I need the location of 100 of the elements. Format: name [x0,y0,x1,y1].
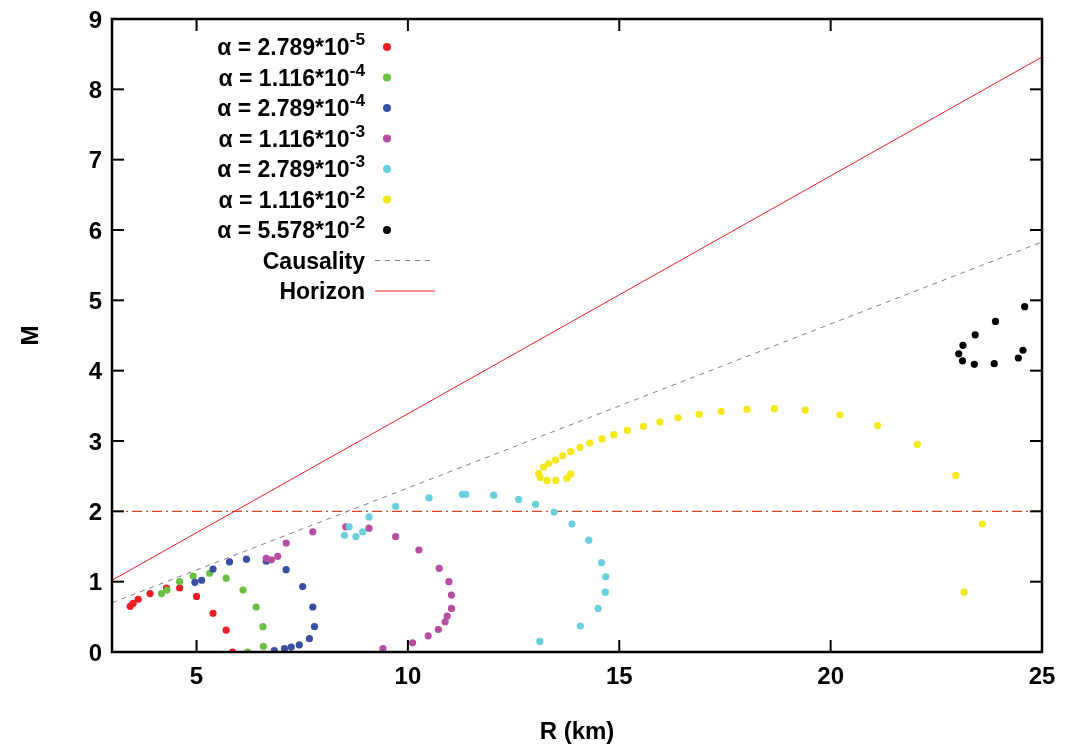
point [586,439,594,447]
point [189,572,197,580]
point [563,474,571,482]
point [445,578,453,586]
point [305,635,314,643]
point [585,536,593,544]
point [717,407,725,416]
point [146,590,154,598]
point [958,357,967,365]
point [441,618,449,626]
legend-label: α = 1.116*10$^{-4}$ [218,59,366,91]
point [576,443,584,451]
y-tick-label: 7 [88,146,102,174]
point [567,470,575,478]
point [531,500,540,508]
point [623,426,631,435]
point [536,637,544,646]
legend-label: α = 5.578*10$^{-2}$ [217,212,365,244]
point [770,405,779,413]
point [534,469,543,477]
point [971,331,979,339]
point [913,440,921,449]
point [434,625,442,634]
point [515,495,523,503]
y-axis-title: M [16,325,43,346]
x-tick-label: 10 [394,662,422,689]
point [392,502,400,511]
point [960,588,968,596]
point [836,411,844,419]
point [310,623,319,631]
point [601,588,609,596]
legend-label: α = 2.789*10$^{-3}$ [217,151,365,183]
y-tick-label: 4 [88,357,103,385]
point [134,595,142,603]
point [408,639,417,647]
x-tick-label: 20 [817,662,844,689]
y-tick-label: 8 [88,75,102,103]
y-tick-label: 9 [88,5,102,33]
point [392,533,400,541]
point [415,546,423,554]
y-tick-label: 6 [88,216,102,244]
x-tick-label: 25 [1028,662,1056,689]
point [209,565,217,573]
point [552,476,560,484]
point [295,641,303,649]
legend-label: Causality [262,247,366,274]
point [282,539,290,547]
legend-label: α = 1.116*10$^{-3}$ [218,120,365,152]
point [209,609,217,617]
point [576,622,584,630]
point [282,566,290,574]
point [1019,346,1027,354]
point [425,494,433,502]
legend-label: α = 2.789*10$^{-4}$ [217,90,366,122]
point [359,528,367,536]
point [239,586,247,594]
point [222,626,230,634]
point [952,471,960,480]
y-tick-label: 1 [88,568,102,596]
point [594,604,602,612]
point [743,405,751,413]
point [309,603,317,611]
point [252,603,260,611]
point [280,644,289,652]
x-axis-title: R (km) [539,717,615,744]
point [551,456,560,464]
point [309,528,317,536]
point [1021,303,1029,311]
point [259,642,267,650]
point [274,552,282,560]
point [1014,354,1022,362]
point [674,414,682,422]
point [340,531,349,539]
point [959,341,967,349]
point [157,590,166,598]
point [970,360,978,368]
x-tick-label: 15 [605,662,633,689]
point [447,591,456,599]
point [222,574,230,582]
point [365,524,373,532]
point [490,491,498,499]
legend-label: Horizon [279,278,365,305]
point [656,418,664,426]
point [299,582,307,591]
point [198,576,206,584]
point [225,558,234,566]
point [287,643,295,651]
x-tick-label: 5 [189,662,204,689]
point [447,604,456,612]
point [598,435,606,443]
point [568,520,576,528]
y-tick-label: 5 [88,286,102,314]
y-tick-label: 3 [88,427,102,455]
y-tick-label: 2 [88,497,102,525]
point [424,632,432,640]
point [192,592,201,601]
point [242,555,251,563]
point [550,508,558,516]
point [379,644,387,652]
point [801,406,809,414]
